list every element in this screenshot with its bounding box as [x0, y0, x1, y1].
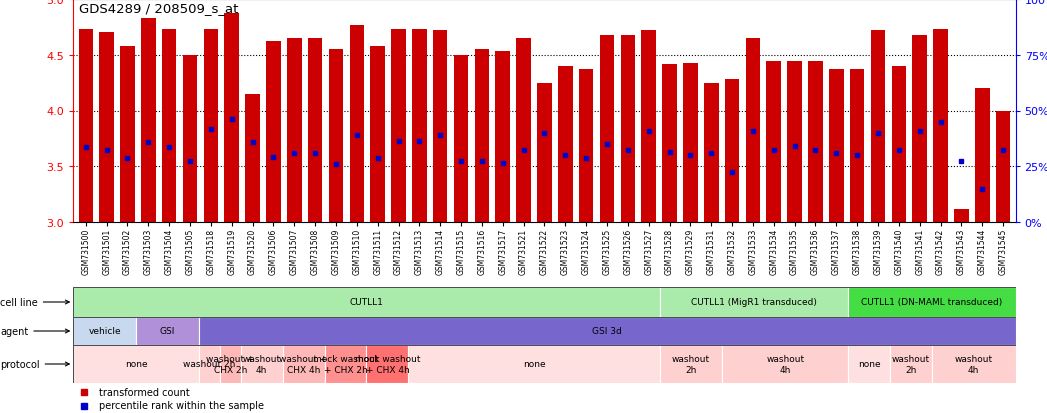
Bar — [224, 14, 239, 223]
Bar — [600, 36, 615, 223]
Bar — [453, 56, 468, 223]
Bar — [829, 70, 844, 223]
Text: GSI 3d: GSI 3d — [593, 327, 622, 336]
Text: CUTLL1 (MigR1 transduced): CUTLL1 (MigR1 transduced) — [691, 298, 817, 307]
Text: percentile rank within the sample: percentile rank within the sample — [99, 401, 265, 411]
Text: washout
4h: washout 4h — [243, 354, 281, 374]
Bar — [408, 345, 660, 383]
Text: GDS4289 / 208509_s_at: GDS4289 / 208509_s_at — [79, 2, 238, 15]
Bar — [266, 42, 281, 223]
Text: washout
2h: washout 2h — [892, 354, 930, 374]
Bar — [392, 30, 406, 223]
Text: washout +
CHX 2h: washout + CHX 2h — [206, 354, 254, 374]
Bar — [495, 52, 510, 223]
Bar — [73, 287, 660, 317]
Bar — [136, 317, 199, 345]
Bar — [283, 345, 325, 383]
Bar — [199, 345, 220, 383]
Bar — [329, 50, 343, 223]
Bar — [890, 345, 932, 383]
Bar — [912, 36, 927, 223]
Text: vehicle: vehicle — [88, 327, 121, 336]
Bar — [662, 64, 676, 223]
Bar — [474, 50, 489, 223]
Text: washout
4h: washout 4h — [955, 354, 993, 374]
Text: cell line: cell line — [0, 297, 69, 307]
Bar — [558, 67, 573, 223]
Bar — [996, 111, 1010, 223]
Text: mock washout
+ CHX 2h: mock washout + CHX 2h — [313, 354, 378, 374]
Bar — [325, 345, 366, 383]
Bar — [722, 345, 848, 383]
Bar — [975, 89, 989, 223]
Text: mock washout
+ CHX 4h: mock washout + CHX 4h — [355, 354, 420, 374]
Bar — [642, 31, 656, 223]
Bar — [245, 95, 260, 223]
Bar — [287, 39, 302, 223]
Bar — [933, 30, 948, 223]
Text: washout 2h: washout 2h — [183, 360, 236, 369]
Bar — [766, 62, 781, 223]
Bar — [241, 345, 283, 383]
Bar — [516, 39, 531, 223]
Bar — [162, 30, 177, 223]
Bar — [79, 30, 93, 223]
Text: washout
2h: washout 2h — [672, 354, 710, 374]
Bar — [220, 345, 241, 383]
Bar — [203, 30, 218, 223]
Bar — [371, 47, 385, 223]
Bar — [141, 19, 156, 223]
Bar — [745, 39, 760, 223]
Text: washout
4h: washout 4h — [766, 354, 804, 374]
Text: GSI: GSI — [160, 327, 175, 336]
Bar — [787, 62, 802, 223]
Text: CUTLL1 (DN-MAML transduced): CUTLL1 (DN-MAML transduced) — [862, 298, 1002, 307]
Bar — [660, 345, 722, 383]
Text: protocol: protocol — [0, 359, 69, 369]
Bar — [73, 345, 199, 383]
Bar — [932, 345, 1016, 383]
Bar — [892, 67, 906, 223]
Bar — [725, 80, 739, 223]
Bar — [308, 39, 322, 223]
Bar — [683, 64, 697, 223]
Bar — [120, 47, 135, 223]
Bar — [183, 56, 197, 223]
Bar — [850, 70, 865, 223]
Bar — [848, 345, 890, 383]
Bar — [99, 33, 114, 223]
Bar — [579, 70, 594, 223]
Bar — [954, 209, 968, 223]
Bar — [73, 317, 136, 345]
Bar — [537, 83, 552, 223]
Bar — [432, 31, 447, 223]
Text: washout +
CHX 4h: washout + CHX 4h — [280, 354, 328, 374]
Bar — [621, 36, 636, 223]
Text: none: none — [857, 360, 881, 369]
Text: none: none — [522, 360, 545, 369]
Text: agent: agent — [0, 326, 69, 336]
Bar — [350, 26, 364, 223]
Text: none: none — [125, 360, 148, 369]
Bar — [199, 317, 1016, 345]
Text: transformed count: transformed count — [99, 387, 191, 397]
Bar — [366, 345, 408, 383]
Bar — [848, 287, 1016, 317]
Text: CUTLL1: CUTLL1 — [350, 298, 383, 307]
Bar — [704, 83, 718, 223]
Bar — [808, 62, 823, 223]
Bar — [413, 30, 427, 223]
Bar — [660, 287, 848, 317]
Bar — [871, 31, 886, 223]
